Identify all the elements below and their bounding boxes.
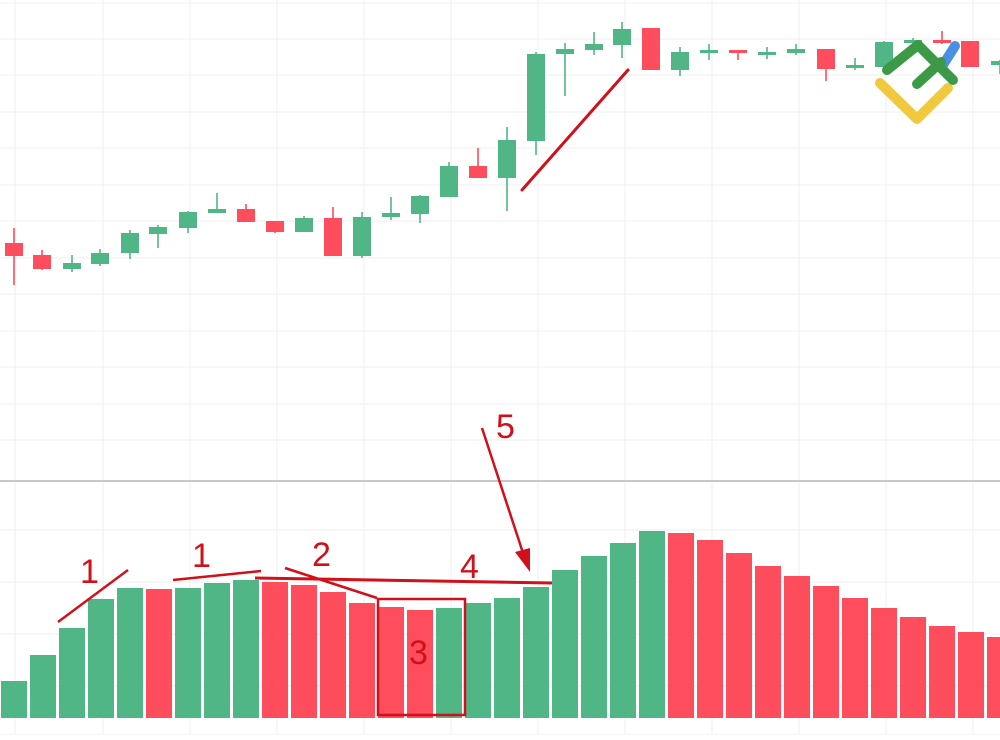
- histogram-bar: [1, 681, 27, 718]
- histogram-bar: [407, 610, 433, 718]
- candle: [585, 32, 603, 55]
- candle: [353, 212, 371, 258]
- histogram-bar: [523, 587, 549, 718]
- candle: [237, 204, 255, 222]
- candle: [33, 250, 51, 270]
- candle: [324, 207, 342, 256]
- candle: [295, 216, 313, 232]
- candle: [758, 47, 776, 59]
- histogram-bar: [349, 603, 375, 718]
- histogram-bar: [842, 598, 868, 718]
- annotation-label-2: 2: [312, 536, 331, 574]
- annotation-label-5: 5: [496, 408, 515, 446]
- histogram-bar: [813, 586, 839, 718]
- candle: [411, 195, 429, 223]
- candle: [498, 127, 516, 211]
- histogram-bar: [378, 607, 404, 718]
- histogram-bar: [581, 556, 607, 718]
- histogram-bar: [175, 588, 201, 718]
- histogram-bar: [262, 582, 288, 718]
- candle: [991, 60, 1000, 74]
- histogram-bar: [233, 580, 259, 718]
- candle: [440, 162, 458, 197]
- histogram-bar: [146, 589, 172, 718]
- histogram-bar: [610, 543, 636, 718]
- histogram-bar: [59, 628, 85, 718]
- trend-line-4: [254, 576, 553, 585]
- candle: [729, 50, 747, 60]
- candle: [121, 230, 139, 259]
- annotation-label-1b: 1: [192, 537, 211, 575]
- candle: [817, 49, 835, 81]
- histogram-bar: [88, 599, 114, 718]
- histogram-bar: [639, 531, 665, 718]
- annotation-label-1a: 1: [80, 553, 99, 591]
- arrow-5-head-icon: [515, 548, 530, 572]
- trend-line-price: [520, 68, 630, 192]
- histogram-bar: [30, 655, 56, 718]
- annotations: 1 1 2 4 3 5: [57, 68, 630, 717]
- candle: [613, 22, 631, 58]
- candle: [671, 47, 689, 76]
- annotation-label-4: 4: [460, 548, 479, 586]
- arrow-5-shaft: [480, 427, 526, 557]
- candle: [469, 148, 487, 178]
- candle: [933, 31, 951, 44]
- histogram-bar: [117, 588, 143, 718]
- highlight-box-3: [376, 597, 467, 717]
- candle: [527, 52, 545, 155]
- candle: [5, 228, 23, 285]
- candle: [91, 249, 109, 266]
- histogram-bar: [929, 626, 955, 718]
- candle: [875, 41, 893, 67]
- candle: [149, 225, 167, 248]
- histogram-bars: [1, 531, 1000, 718]
- candle: [787, 44, 805, 55]
- candle: [382, 197, 400, 220]
- candle: [208, 193, 226, 213]
- histogram-bar: [697, 540, 723, 718]
- candle: [700, 44, 718, 60]
- histogram-bar: [900, 617, 926, 718]
- histogram-bar: [465, 603, 491, 718]
- price-candles: [5, 22, 1000, 285]
- histogram-bar: [755, 566, 781, 718]
- histogram-bar: [987, 637, 1000, 718]
- candle: [846, 58, 864, 70]
- histogram-bar: [668, 533, 694, 718]
- candle: [63, 255, 81, 272]
- histogram-bar: [291, 585, 317, 718]
- histogram-bar: [784, 576, 810, 718]
- candle: [961, 41, 979, 67]
- histogram-bar: [494, 598, 520, 718]
- histogram-bar: [726, 553, 752, 718]
- trend-line-1a: [57, 568, 129, 624]
- histogram-bar: [436, 608, 462, 718]
- candle: [179, 211, 197, 233]
- histogram-bar: [871, 608, 897, 718]
- annotation-label-3: 3: [409, 634, 428, 672]
- candle: [642, 28, 660, 70]
- histogram-bar: [552, 570, 578, 718]
- histogram-bar: [204, 583, 230, 718]
- histogram-bar: [958, 632, 984, 718]
- brand-logo-icon: [875, 40, 960, 124]
- trend-line-1b: [172, 569, 262, 582]
- histogram-bar: [320, 592, 346, 718]
- candle: [266, 221, 284, 233]
- candle: [556, 43, 574, 96]
- trend-line-2: [284, 566, 378, 600]
